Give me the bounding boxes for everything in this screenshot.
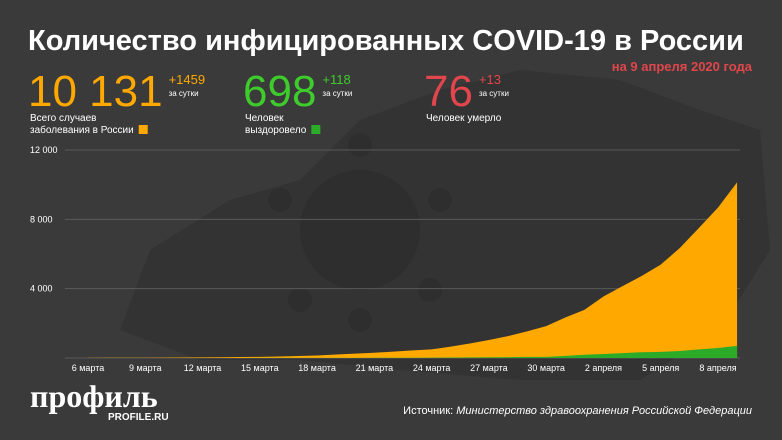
stat-daily: +1459 <box>169 72 206 87</box>
stat-daily-note: за сутки <box>322 89 352 98</box>
stat-daily: +118 <box>322 72 350 87</box>
source: Источник: Министерство здравоохранения Р… <box>403 405 752 417</box>
area <box>88 182 738 358</box>
area <box>88 345 738 358</box>
stat-label: заболевания в России <box>30 124 134 136</box>
plot: 4 000 8 000 12 000 6 марта 9 марта 12 марта 15… <box>30 145 740 373</box>
legend-swatch <box>311 125 321 134</box>
x-tick-label: 15 марта <box>241 363 279 373</box>
stat-label: Человек <box>245 113 284 124</box>
stat-daily: +13 <box>479 72 501 87</box>
virus-icon <box>268 133 452 332</box>
legend-swatch <box>138 125 148 134</box>
stat-label: Человек умерло <box>426 113 502 124</box>
logo-site: PROFILE.RU <box>108 412 169 423</box>
y-tick-label: 12 000 <box>30 145 58 155</box>
x-tick-label: 2 апреля <box>585 363 622 373</box>
stat-daily-note: за сутки <box>479 89 509 98</box>
source-text: Министерство здравоохранения Российской … <box>456 405 752 417</box>
stat-value: 698 <box>243 67 316 116</box>
stat-value: 10 131 <box>28 67 163 116</box>
x-tick-label: 24 марта <box>413 363 451 373</box>
x-tick-label: 21 марта <box>356 363 394 373</box>
title: Количество инфицированных COVID-19 в Рос… <box>28 25 744 57</box>
stats: 10 131 +1459 за сутки Всего случаевзаболева… <box>28 67 509 136</box>
x-tick-label: 12 марта <box>184 363 222 373</box>
x-tick-label: 27 марта <box>470 363 508 373</box>
y-tick-label: 4 000 <box>30 284 53 294</box>
stat-daily-note: за сутки <box>169 89 199 98</box>
x-tick-label: 5 апреля <box>642 363 679 373</box>
y-tick-label: 8 000 <box>30 214 53 224</box>
x-tick-label: 18 марта <box>298 363 336 373</box>
x-tick-label: 30 марта <box>527 363 565 373</box>
date: на 9 апреля 2020 года <box>612 59 753 74</box>
logo: профиль <box>30 378 158 414</box>
x-tick-label: 9 марта <box>129 363 162 373</box>
stat-label: выздоровело <box>245 125 307 136</box>
x-tick-label: 6 марта <box>72 363 105 373</box>
stat-value: 76 <box>424 67 473 116</box>
source-prefix: Источник: <box>403 405 453 417</box>
x-tick-label: 8 апреля <box>699 363 736 373</box>
stat-label: Всего случаев <box>30 113 96 124</box>
